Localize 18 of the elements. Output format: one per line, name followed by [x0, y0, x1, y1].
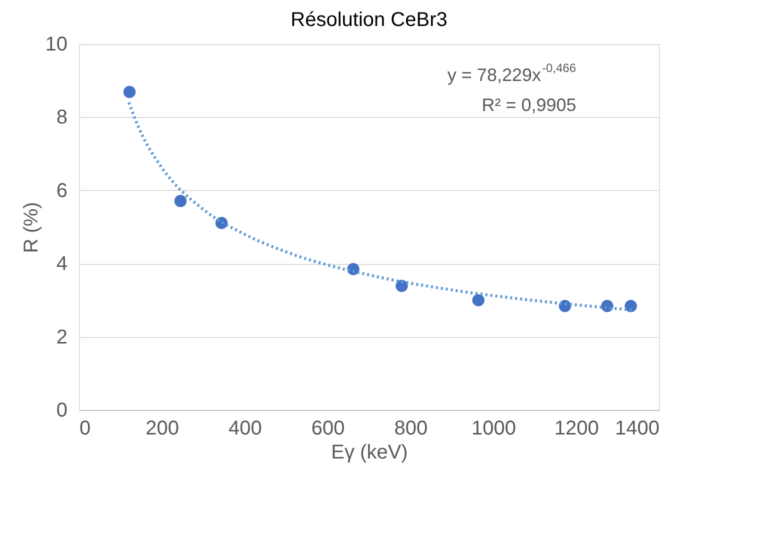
x-tick-label: 1200: [554, 418, 599, 440]
x-tick-label: 600: [311, 418, 345, 440]
x-tick-label: 200: [146, 418, 180, 440]
y-tick-label: 0: [56, 400, 68, 422]
y-tick-label: 8: [56, 106, 68, 129]
y-tick-label: 2: [56, 326, 68, 348]
y-axis-title: R (%): [20, 202, 42, 254]
annotation: R² = 0,9905: [482, 95, 576, 115]
y-tick-label: 4: [56, 253, 68, 276]
x-tick-label: 1400: [615, 418, 660, 440]
x-tick-label: 800: [394, 418, 428, 440]
y-tick-label: 6: [56, 180, 68, 202]
x-tick-label: 400: [228, 418, 262, 440]
y-tick-label: 10: [45, 34, 68, 56]
x-tick-label: 0: [80, 418, 91, 440]
chart-title: Résolution CeBr3: [290, 9, 448, 31]
x-axis-title: Eγ (keV): [331, 442, 408, 464]
x-tick-label: 1000: [472, 418, 516, 440]
